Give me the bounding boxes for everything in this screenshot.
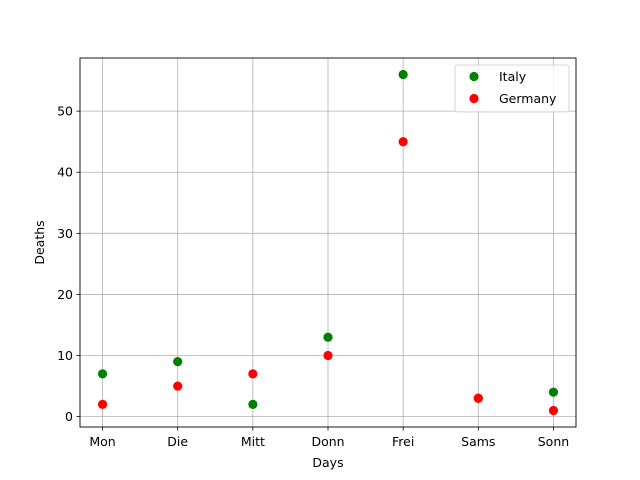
- y-axis-label: Deaths: [32, 220, 47, 264]
- x-tick-label: Frei: [392, 434, 414, 449]
- legend-marker: [469, 71, 479, 82]
- y-tick-label: 30: [57, 226, 73, 241]
- data-points: [97, 69, 559, 416]
- y-axis-ticks: 0 10 20 30 40 50: [57, 104, 80, 424]
- data-point: [323, 350, 333, 361]
- data-point: [173, 381, 183, 391]
- y-tick-label: 10: [57, 348, 73, 363]
- x-tick-label: Sams: [461, 434, 495, 449]
- data-point: [97, 369, 108, 379]
- x-tick-label: Donn: [311, 434, 344, 449]
- y-tick-label: 0: [65, 409, 73, 424]
- legend-marker: [469, 93, 479, 104]
- data-point: [248, 369, 258, 379]
- x-tick-label: Sonn: [538, 434, 569, 449]
- x-tick-label: Die: [167, 434, 188, 449]
- x-axis-label: Days: [312, 455, 343, 470]
- data-point: [97, 399, 108, 409]
- data-point: [548, 387, 559, 397]
- x-axis-ticks: Mon Die Mitt Donn Frei Sams Sonn: [89, 427, 569, 449]
- data-point: [173, 357, 183, 367]
- legend-label: Germany: [499, 91, 557, 106]
- data-point: [398, 137, 408, 147]
- y-tick-label: 50: [57, 104, 73, 119]
- data-point: [473, 393, 483, 403]
- y-tick-label: 40: [57, 165, 73, 180]
- data-point: [248, 399, 258, 409]
- x-tick-label: Mitt: [241, 434, 265, 449]
- y-tick-label: 20: [57, 287, 73, 302]
- data-point: [398, 69, 408, 80]
- grid-lines: [80, 58, 576, 427]
- legend-box: [454, 64, 570, 113]
- x-tick-label: Mon: [89, 434, 115, 449]
- legend-label: Italy: [499, 69, 527, 84]
- legend: Italy Germany: [454, 64, 570, 113]
- data-point: [548, 405, 559, 416]
- data-point: [323, 332, 333, 342]
